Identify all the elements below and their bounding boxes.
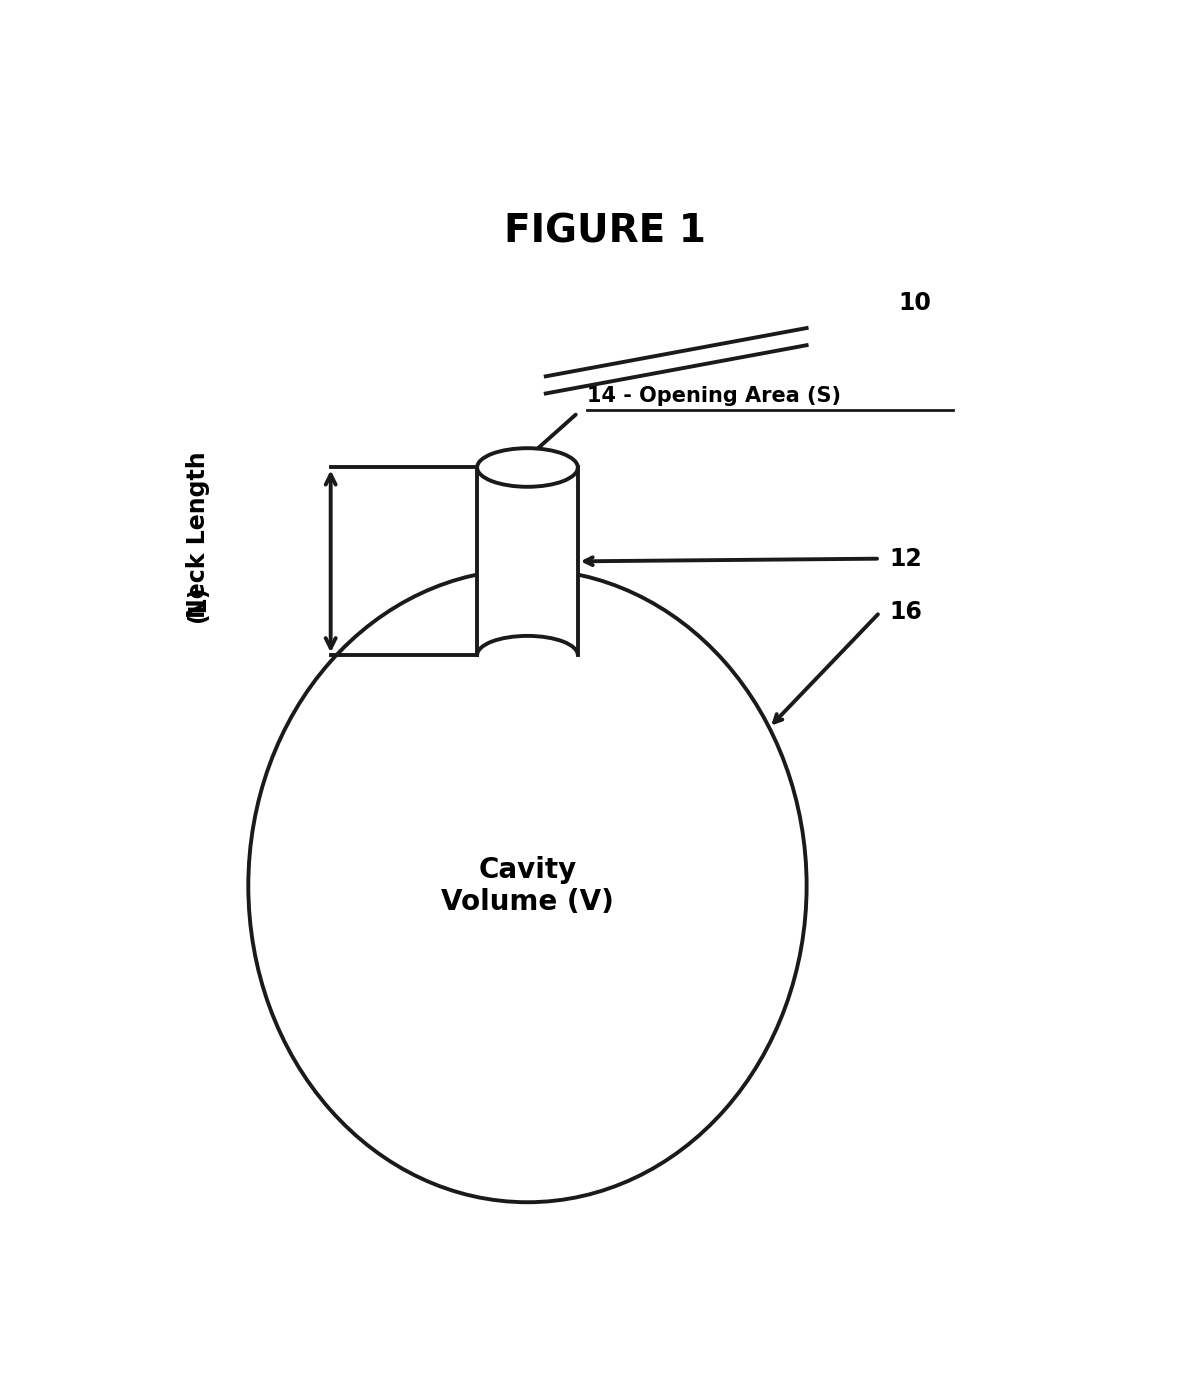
Text: FIGURE 1: FIGURE 1 — [504, 213, 706, 251]
Text: (L): (L) — [185, 586, 210, 623]
Bar — [477, 460, 578, 677]
Text: Neck Length: Neck Length — [185, 451, 210, 618]
Text: 10: 10 — [899, 291, 931, 315]
Text: 12: 12 — [889, 546, 921, 571]
Text: 14 - Opening Area (S): 14 - Opening Area (S) — [587, 386, 841, 407]
Text: 16: 16 — [889, 600, 922, 624]
Ellipse shape — [477, 449, 578, 486]
Text: Cavity
Volume (V): Cavity Volume (V) — [441, 855, 614, 917]
Ellipse shape — [248, 570, 807, 1202]
